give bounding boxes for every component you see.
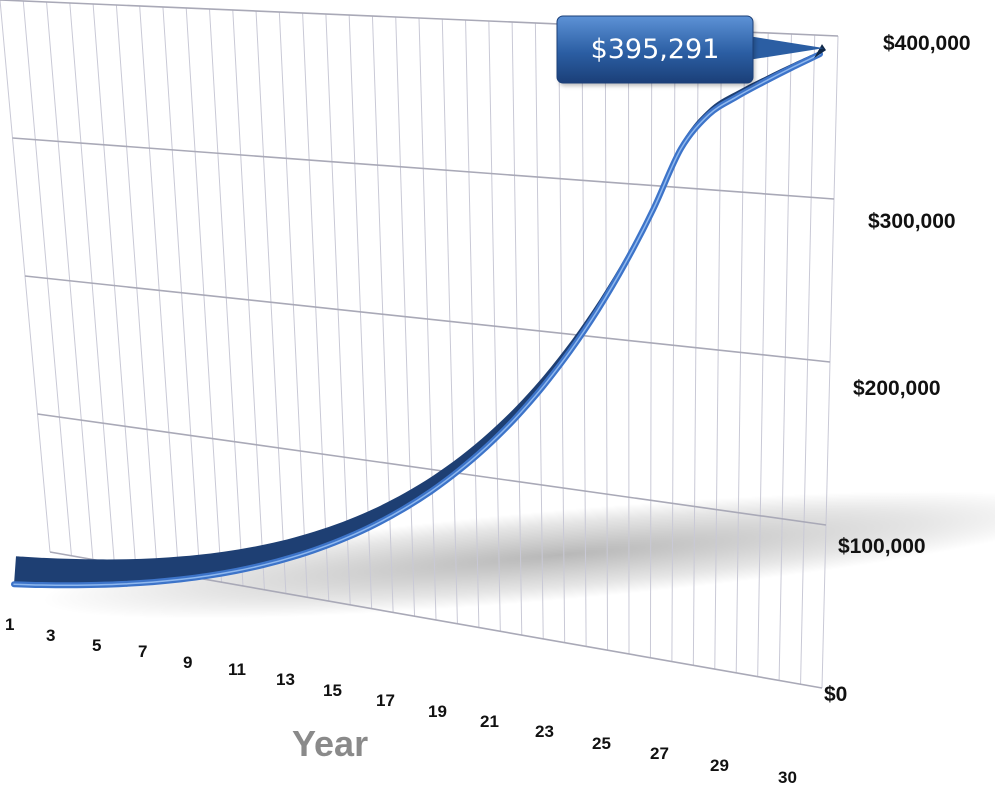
y-axis-ticks: $0 $100,000 $200,000 $300,000 $400,000: [824, 32, 971, 706]
x-tick-label: 13: [276, 670, 295, 689]
x-tick-label: 11: [228, 660, 246, 679]
callout-box: [556, 15, 754, 84]
x-tick-label: 17: [376, 691, 395, 710]
series-line-highlight: [13, 53, 821, 587]
x-axis-label: Year: [292, 723, 368, 764]
y-tick-label: $100,000: [838, 535, 926, 558]
horizontal-gridline: [37, 413, 827, 526]
x-tick-label: 5: [92, 636, 101, 655]
horizontal-gridline: [24, 275, 831, 363]
x-tick-label: 25: [592, 734, 611, 753]
x-tick-label: 27: [650, 744, 669, 763]
value-callout: $395,291: [556, 15, 824, 86]
x-tick-label: 29: [710, 756, 729, 775]
x-tick-label: 7: [138, 642, 147, 661]
ribbon-end-cap: [814, 44, 826, 59]
x-tick-label: 19: [428, 702, 447, 721]
y-tick-label: $0: [824, 683, 847, 706]
x-tick-label: 21: [480, 712, 499, 731]
chart-floor-shadow: [41, 491, 995, 619]
x-tick-label: 30: [778, 768, 797, 787]
y-tick-label: $300,000: [868, 210, 956, 233]
x-tick-label: 1: [5, 615, 14, 634]
x-tick-label: 15: [323, 681, 342, 700]
y-tick-label: $400,000: [883, 32, 971, 55]
x-tick-label: 3: [46, 626, 55, 645]
x-tick-label: 23: [535, 722, 554, 741]
callout-value-label: $395,291: [591, 34, 720, 65]
callout-pointer: [748, 36, 824, 60]
y-tick-label: $200,000: [853, 377, 941, 400]
x-tick-label: 9: [183, 653, 192, 672]
growth-ribbon: [11, 44, 826, 589]
horizontal-gridline: [12, 137, 835, 200]
